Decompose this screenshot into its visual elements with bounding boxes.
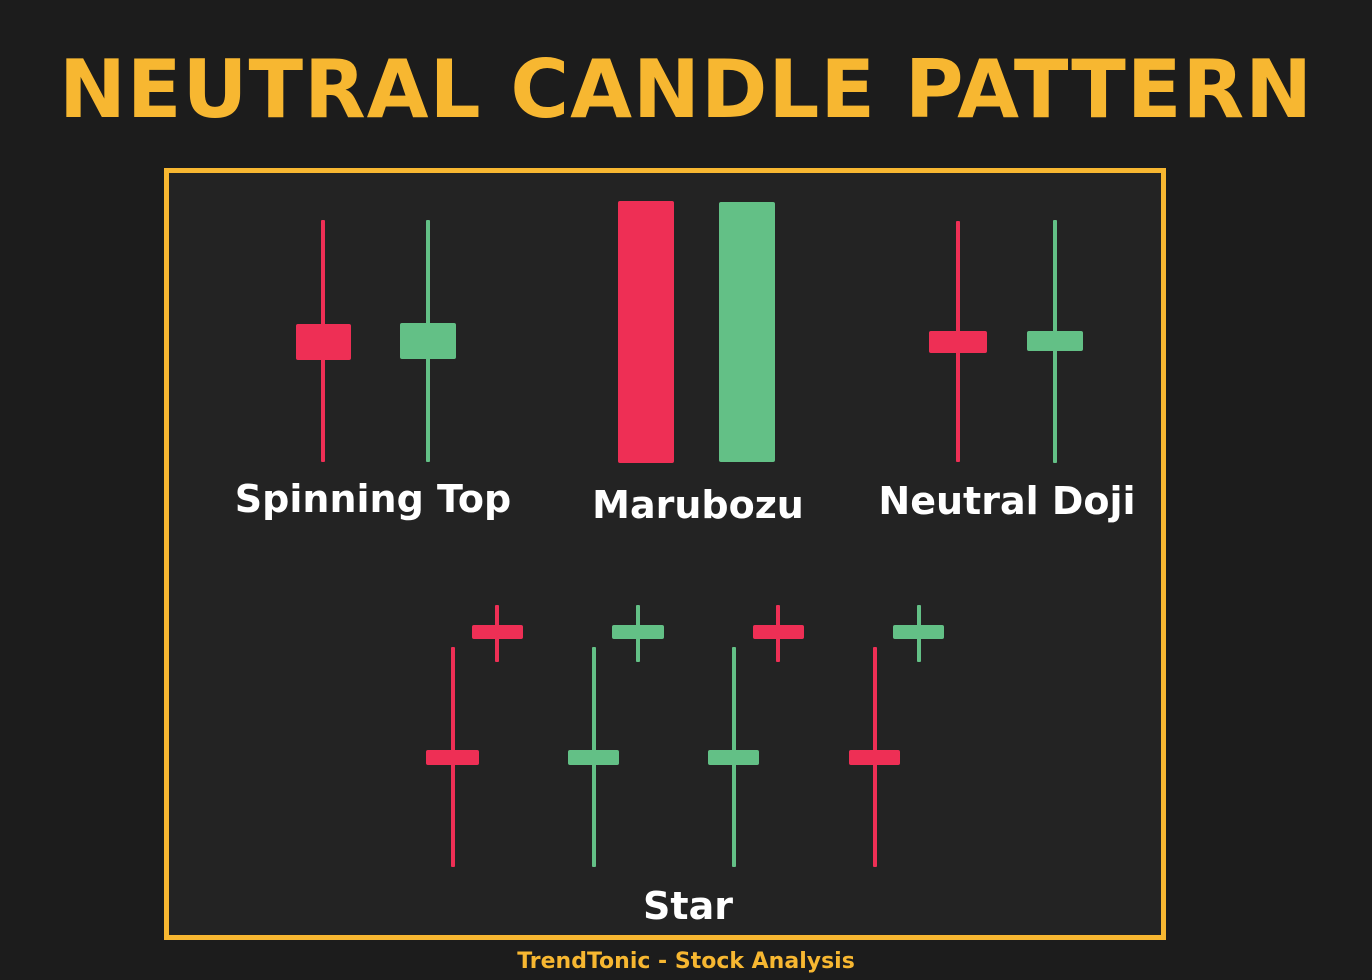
spinning-top-red-body [296,324,351,360]
star-green-small-body [612,625,664,639]
star-green-small-body-2 [893,625,944,639]
spinning-top-green-body [400,323,456,359]
star-green-long-body-2 [708,750,759,765]
neutral-doji-green-body [1027,331,1083,351]
marubozu-label: Marubozu [592,483,804,527]
marubozu-red-body [618,201,674,463]
spinning-top-label: Spinning Top [234,477,512,521]
neutral-doji-red-body [929,331,987,353]
star-green-long-body [568,750,619,765]
star-red-long-body [426,750,479,765]
page-title: NEUTRAL CANDLE PATTERN [58,43,1314,136]
star-red-long-body-2 [849,750,900,765]
footer-credit: TrendTonic - Stock Analysis [517,949,855,974]
star-red-small-body [472,625,523,639]
star-label: Star [643,884,733,928]
marubozu-green-body [719,202,775,462]
neutral-doji-label: Neutral Doji [878,479,1136,523]
star-red-small-body-2 [753,625,804,639]
